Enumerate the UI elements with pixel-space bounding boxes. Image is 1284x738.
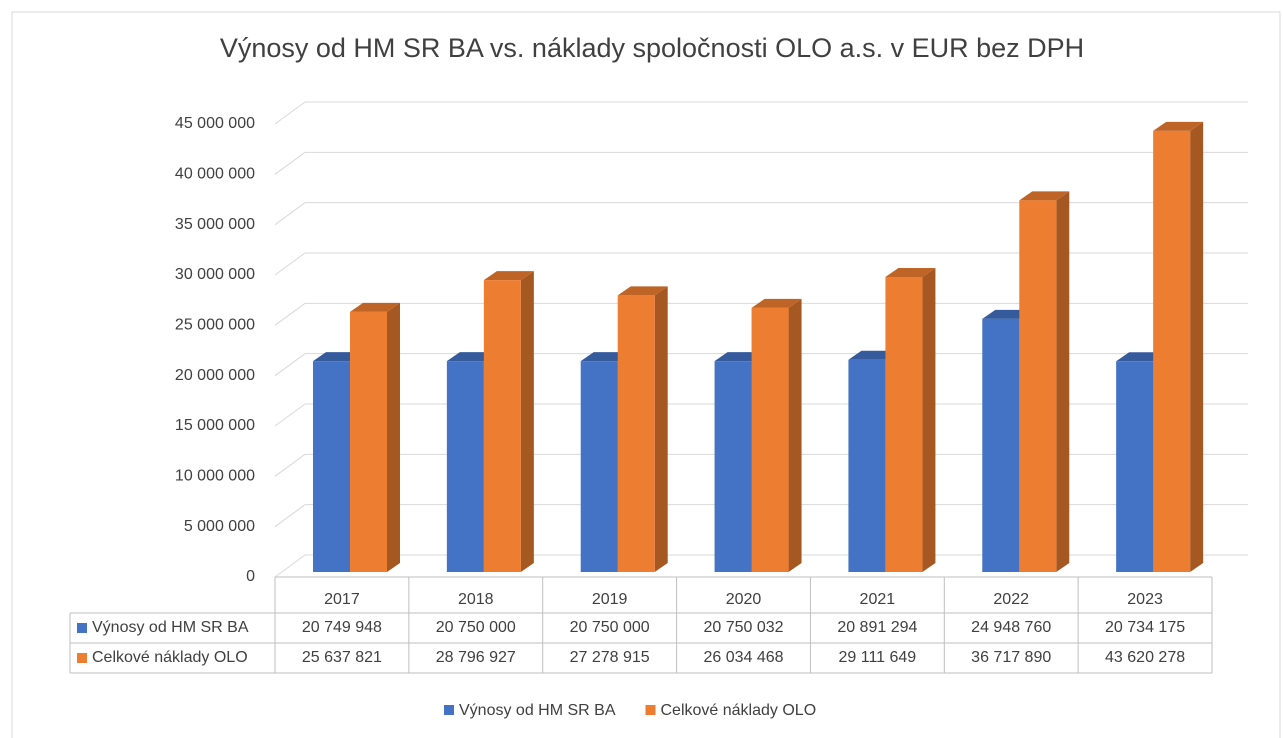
- y-tick-label: 45 000 000: [175, 115, 255, 132]
- bar: [313, 361, 350, 572]
- bar: [580, 361, 618, 572]
- bar-side: [1190, 121, 1204, 573]
- legend-key: [444, 705, 454, 715]
- y-tick-label: 15 000 000: [175, 417, 255, 434]
- bar: [446, 361, 484, 572]
- table-cell: 36 717 890: [971, 649, 1051, 666]
- bar-top: [751, 298, 802, 308]
- bar-top: [483, 271, 534, 281]
- bar: [617, 295, 655, 572]
- table-cell: 26 034 468: [703, 649, 783, 666]
- grid-line-side: [274, 403, 306, 427]
- bar-top: [885, 267, 936, 277]
- bar: [982, 318, 1020, 572]
- bar-side: [788, 298, 802, 572]
- table-cell: 20 734 175: [1105, 619, 1185, 636]
- bar-side: [1056, 191, 1070, 573]
- bar: [1153, 130, 1191, 572]
- bar: [1116, 361, 1154, 572]
- y-tick-label: 35 000 000: [175, 216, 255, 233]
- grid-line-side: [274, 252, 306, 276]
- table-cell: 25 637 821: [302, 649, 382, 666]
- y-tick-label: 40 000 000: [175, 166, 255, 183]
- bar-top: [1019, 191, 1070, 201]
- bar: [751, 307, 789, 572]
- x-tick-label: 2022: [993, 591, 1029, 608]
- table-cell: 20 750 032: [703, 619, 783, 636]
- bar-top: [617, 286, 668, 296]
- grid-line-side: [274, 101, 306, 125]
- bar: [848, 359, 886, 572]
- x-tick-label: 2017: [324, 591, 360, 608]
- table-cell: 27 278 915: [570, 649, 650, 666]
- legend-label: Celkové náklady OLO: [661, 702, 817, 719]
- table-cell: 43 620 278: [1105, 649, 1185, 666]
- table-row-label: Celkové náklady OLO: [92, 649, 248, 666]
- bar-side: [387, 302, 400, 572]
- bar-side: [520, 271, 534, 572]
- x-tick-label: 2020: [726, 591, 762, 608]
- grid-line-side: [274, 453, 306, 477]
- y-tick-label: 10 000 000: [175, 468, 255, 485]
- table-cell: 24 948 760: [971, 619, 1051, 636]
- x-tick-label: 2023: [1127, 591, 1163, 608]
- legend-key: [645, 705, 656, 715]
- table-cell: 20 750 000: [570, 619, 650, 636]
- table-legend-key: [77, 623, 87, 633]
- legend-label: Výnosy od HM SR BA: [459, 702, 616, 719]
- y-tick-label: 5 000 000: [184, 518, 255, 535]
- grid-line-side: [274, 202, 306, 226]
- table-cell: 20 750 000: [436, 619, 516, 636]
- bar: [885, 276, 923, 572]
- y-tick-label: 0: [246, 568, 255, 585]
- table-row-label: Výnosy od HM SR BA: [92, 619, 249, 636]
- y-tick-label: 25 000 000: [175, 317, 255, 334]
- x-tick-label: 2021: [860, 591, 896, 608]
- grid-line-side: [274, 302, 306, 326]
- bar: [1019, 200, 1057, 573]
- bar-side: [654, 286, 668, 572]
- table-cell: 20 749 948: [302, 619, 382, 636]
- bar-top: [1153, 121, 1204, 131]
- grid-line-side: [274, 151, 306, 175]
- bar: [350, 311, 387, 572]
- grid-line-side: [274, 504, 306, 528]
- table-cell: 20 891 294: [837, 619, 917, 636]
- table-cell: 29 111 649: [839, 649, 917, 666]
- bar: [483, 280, 521, 572]
- table-legend-key: [77, 653, 87, 663]
- y-tick-label: 30 000 000: [175, 266, 255, 283]
- chart-title: Výnosy od HM SR BA vs. náklady spoločnos…: [220, 33, 1084, 63]
- y-tick-label: 20 000 000: [175, 367, 255, 384]
- bar-side: [922, 267, 936, 572]
- bar-top: [350, 302, 400, 312]
- table-cell: 28 796 927: [436, 649, 516, 666]
- grid-line-side: [274, 353, 306, 377]
- x-tick-label: 2018: [458, 591, 494, 608]
- grid-line-side: [274, 554, 306, 578]
- x-tick-label: 2019: [592, 591, 628, 608]
- bar: [714, 361, 752, 572]
